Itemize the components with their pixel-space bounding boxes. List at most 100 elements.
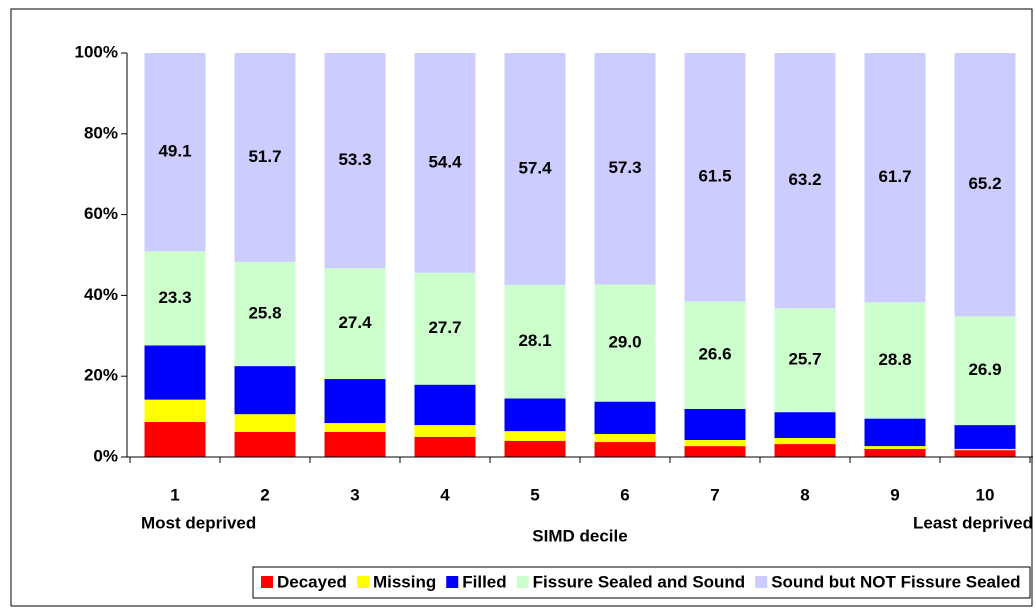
x-tick-label: 5 xyxy=(530,485,539,504)
bar-segment xyxy=(864,446,926,449)
bar-segment xyxy=(414,272,476,385)
data-label: 61.5 xyxy=(698,167,731,186)
bar-segment xyxy=(324,268,386,380)
data-label: 26.9 xyxy=(968,360,1001,379)
data-label: 57.3 xyxy=(608,158,641,177)
legend-label: Filled xyxy=(462,572,506,591)
bar-segment xyxy=(144,345,206,400)
y-tick-label: 0% xyxy=(93,446,118,465)
x-tick-label: 2 xyxy=(260,485,269,504)
bar-segment xyxy=(594,53,656,285)
y-tick-label: 40% xyxy=(84,285,118,304)
legend-label: Fissure Sealed and Sound xyxy=(533,572,746,591)
data-label: 28.1 xyxy=(518,331,551,350)
bar-segment xyxy=(324,423,386,432)
y-tick-label: 100% xyxy=(75,42,118,61)
bar-segment xyxy=(234,431,296,457)
data-label: 25.8 xyxy=(248,303,281,322)
legend-label: Missing xyxy=(373,572,436,591)
annotation: Least deprived xyxy=(913,513,1033,532)
x-tick-label: 6 xyxy=(620,485,629,504)
bar-segment xyxy=(954,450,1016,457)
data-label: 54.4 xyxy=(428,152,462,171)
bar-segment xyxy=(864,302,926,419)
x-tick-label: 8 xyxy=(800,485,809,504)
data-label: 65.2 xyxy=(968,174,1001,193)
x-tick-label: 3 xyxy=(350,485,359,504)
bar-segment xyxy=(864,418,926,447)
bar-segment xyxy=(864,53,926,303)
bar-segment xyxy=(414,384,476,426)
bar-segment xyxy=(594,433,656,443)
bar-segment xyxy=(414,436,476,457)
bar-segment xyxy=(324,431,386,457)
bar-segment xyxy=(234,261,296,367)
bar-segment xyxy=(774,412,836,439)
bar-segment xyxy=(234,53,296,262)
bar-segment xyxy=(594,401,656,434)
data-label: 29.0 xyxy=(608,333,641,352)
y-tick-label: 20% xyxy=(84,366,118,385)
legend-label: Sound but NOT Fissure Sealed xyxy=(771,572,1020,591)
bar-segment xyxy=(774,53,836,309)
bar-segment xyxy=(774,308,836,413)
bar-segment xyxy=(234,414,296,432)
bar-segment xyxy=(504,431,566,441)
legend-swatch xyxy=(516,576,529,588)
bar-segment xyxy=(684,446,746,457)
x-tick-label: 10 xyxy=(976,485,995,504)
data-label: 61.7 xyxy=(878,167,911,186)
bar-segment xyxy=(324,53,386,269)
data-label: 26.6 xyxy=(698,345,731,364)
bar-segment xyxy=(504,53,566,285)
bar-segment xyxy=(594,442,656,457)
bar-segment xyxy=(414,425,476,437)
bar-segment xyxy=(954,425,1016,449)
data-label: 25.7 xyxy=(788,350,821,369)
bar-segment xyxy=(234,366,296,415)
y-tick-label: 80% xyxy=(84,123,118,142)
bar-segment xyxy=(684,301,746,409)
bar-segment xyxy=(774,438,836,445)
x-tick-label: 9 xyxy=(890,485,899,504)
data-label: 53.3 xyxy=(338,150,371,169)
bar-segment xyxy=(864,448,926,457)
bar-segment xyxy=(144,421,206,457)
data-label: 28.8 xyxy=(878,350,911,369)
bar-segment xyxy=(324,379,386,424)
data-label: 23.3 xyxy=(158,288,191,307)
legend-swatch xyxy=(356,576,369,588)
bar-segment xyxy=(954,316,1016,426)
x-axis-label: SIMD decile xyxy=(532,526,627,545)
bar-segment xyxy=(144,399,206,422)
bar-segment xyxy=(774,444,836,457)
bar-segment xyxy=(684,53,746,302)
x-tick-label: 4 xyxy=(440,485,450,504)
bar-segment xyxy=(144,53,206,252)
bar-segment xyxy=(954,448,1016,451)
legend-swatch xyxy=(261,576,273,588)
x-tick-label: 7 xyxy=(710,485,719,504)
bar-segment xyxy=(684,408,746,441)
data-label: 51.7 xyxy=(248,147,281,166)
legend-swatch xyxy=(755,576,768,588)
bar-segment xyxy=(144,251,206,346)
bar-segment xyxy=(504,440,566,457)
data-label: 27.7 xyxy=(428,318,461,337)
bar-segment xyxy=(594,284,656,402)
legend: Decayed Missing Filled Fissure Sealed and S… xyxy=(252,566,1031,599)
legend-label: Decayed xyxy=(277,572,347,591)
data-label: 27.4 xyxy=(338,313,372,332)
bar-segment xyxy=(414,53,476,273)
data-label: 57.4 xyxy=(518,158,552,177)
bar-segment xyxy=(954,53,1016,317)
legend-swatch xyxy=(446,576,459,588)
legend-box xyxy=(252,566,1031,599)
annotation: Most deprived xyxy=(141,513,256,532)
y-tick-label: 60% xyxy=(84,204,118,223)
bar-segment xyxy=(504,284,566,399)
data-label: 63.2 xyxy=(788,170,821,189)
data-label: 49.1 xyxy=(158,142,191,161)
x-tick-label: 1 xyxy=(170,485,179,504)
